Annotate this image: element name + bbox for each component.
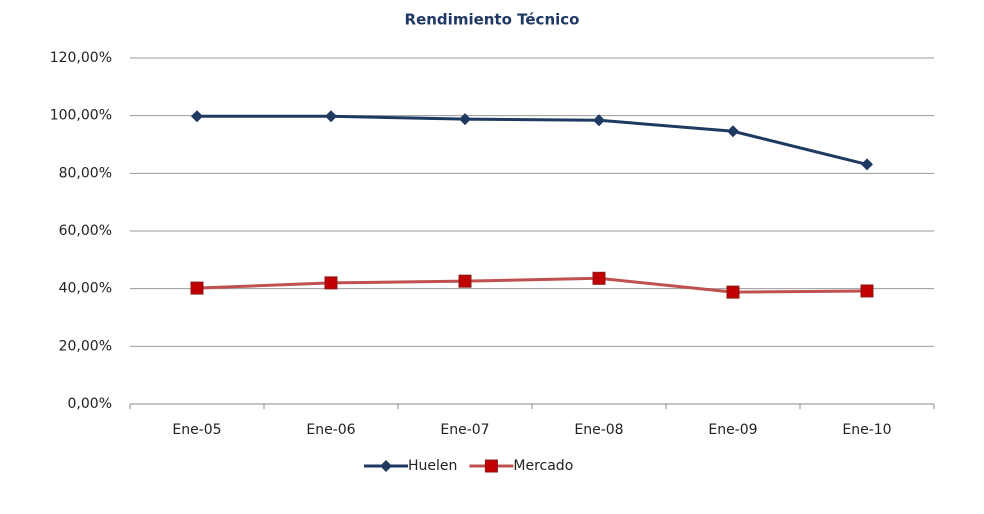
- x-tick-label: Ene-07: [440, 422, 489, 438]
- point: [727, 125, 739, 138]
- x-tick-label: Ene-06: [306, 422, 355, 438]
- y-tick-label: 40,00%: [59, 281, 112, 297]
- x-tick-label: Ene-05: [172, 422, 221, 438]
- point: [190, 281, 204, 295]
- point: [861, 158, 873, 171]
- point: [592, 271, 606, 285]
- point: [324, 276, 338, 290]
- y-tick-label: 80,00%: [59, 165, 112, 181]
- point: [325, 110, 337, 123]
- series-line: [197, 114, 868, 166]
- y-tick-label: 120,00%: [50, 50, 112, 66]
- series-line: [196, 276, 868, 294]
- legend-marker: [484, 459, 498, 473]
- point: [458, 274, 472, 288]
- y-tick-label: 60,00%: [59, 223, 112, 239]
- legend-marker: [380, 460, 392, 472]
- y-tick-label: 100,00%: [50, 108, 112, 124]
- legend-label: Huelen: [408, 458, 457, 474]
- point: [860, 284, 874, 298]
- point: [459, 113, 471, 126]
- point: [191, 110, 203, 123]
- x-tick-label: Ene-09: [708, 422, 757, 438]
- x-tick-label: Ene-10: [842, 422, 891, 438]
- point: [593, 114, 605, 127]
- x-tick-label: Ene-08: [574, 422, 623, 438]
- y-tick-label: 0,00%: [68, 396, 112, 412]
- y-tick-label: 20,00%: [59, 338, 112, 354]
- point: [726, 285, 740, 299]
- legend-label: Mercado: [513, 458, 573, 474]
- chart-title: Rendimiento Técnico: [405, 11, 580, 29]
